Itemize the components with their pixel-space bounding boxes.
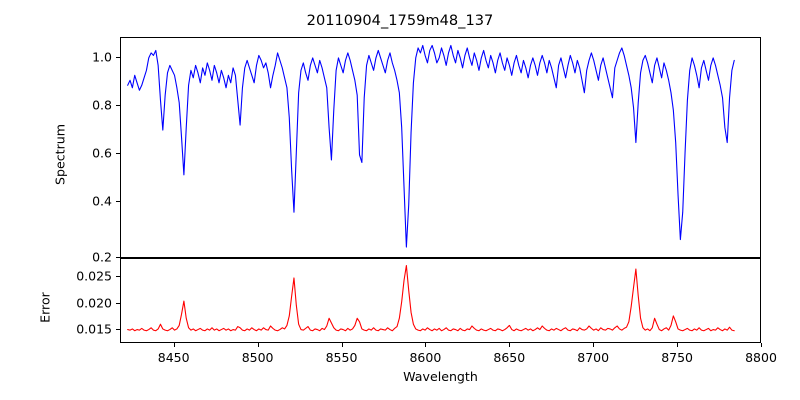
xtick-label-8800: 8800 [745, 350, 777, 365]
xtick-mark-8450 [173, 343, 175, 347]
ytick-label-spectrum-1-0: 1.0 [92, 49, 112, 65]
xtick-label-8700: 8700 [577, 350, 610, 365]
ytick-mark-error-2 [116, 303, 120, 305]
figure-title: 20110904_1759m48_137 [306, 12, 494, 29]
yaxis-label-spectrum: Spectrum [52, 123, 68, 186]
spectrum-series-line [127, 44, 735, 248]
xtick-mark-8750 [677, 343, 679, 347]
xtick-label-8550: 8550 [325, 350, 358, 365]
xtick-label-8650: 8650 [493, 350, 526, 365]
xtick-mark-8800 [761, 343, 763, 347]
ytick-mark-spectrum-5 [116, 257, 120, 259]
ytick-mark-spectrum-4 [116, 201, 120, 203]
ytick-label-spectrum-0-8: 0.8 [92, 97, 112, 113]
error-line-chart [127, 264, 735, 332]
ytick-mark-error-3 [116, 329, 120, 331]
ytick-label-spectrum-0-6: 0.6 [92, 145, 112, 161]
xtick-label-8600: 8600 [409, 350, 442, 365]
xtick-mark-8600 [425, 343, 427, 347]
xtick-mark-8650 [509, 343, 511, 347]
xaxis-label-wavelength: Wavelength [403, 369, 478, 384]
ytick-label-spectrum-0-2: 0.2 [92, 249, 112, 265]
ytick-mark-spectrum-3 [116, 153, 120, 155]
xtick-mark-8500 [257, 343, 259, 347]
xtick-mark-8550 [341, 343, 343, 347]
xtick-label-8450: 8450 [157, 350, 190, 365]
ytick-mark-spectrum-2 [116, 105, 120, 107]
ytick-mark-error-1 [116, 276, 120, 278]
ytick-label-spectrum-0-4: 0.4 [92, 193, 112, 209]
xtick-label-8500: 8500 [241, 350, 274, 365]
spectrum-line-chart [127, 44, 735, 248]
error-series-line [127, 264, 735, 332]
ytick-mark-spectrum-1 [116, 57, 120, 59]
ytick-label-error-0-015: 0.015 [76, 321, 112, 337]
spectrum-plot-panel [120, 37, 761, 258]
error-plot-panel [120, 258, 761, 343]
xtick-mark-8700 [593, 343, 595, 347]
ytick-label-error-0-025: 0.025 [76, 268, 112, 284]
xtick-label-8750: 8750 [661, 350, 693, 365]
ytick-label-error-0-020: 0.020 [76, 295, 112, 311]
yaxis-label-error: Error [37, 292, 53, 323]
